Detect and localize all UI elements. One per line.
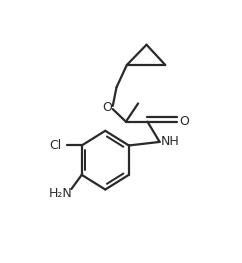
Text: O: O [102, 101, 112, 114]
Text: NH: NH [161, 135, 179, 148]
Text: O: O [179, 115, 189, 128]
Text: Cl: Cl [49, 139, 61, 152]
Text: H₂N: H₂N [48, 186, 72, 200]
